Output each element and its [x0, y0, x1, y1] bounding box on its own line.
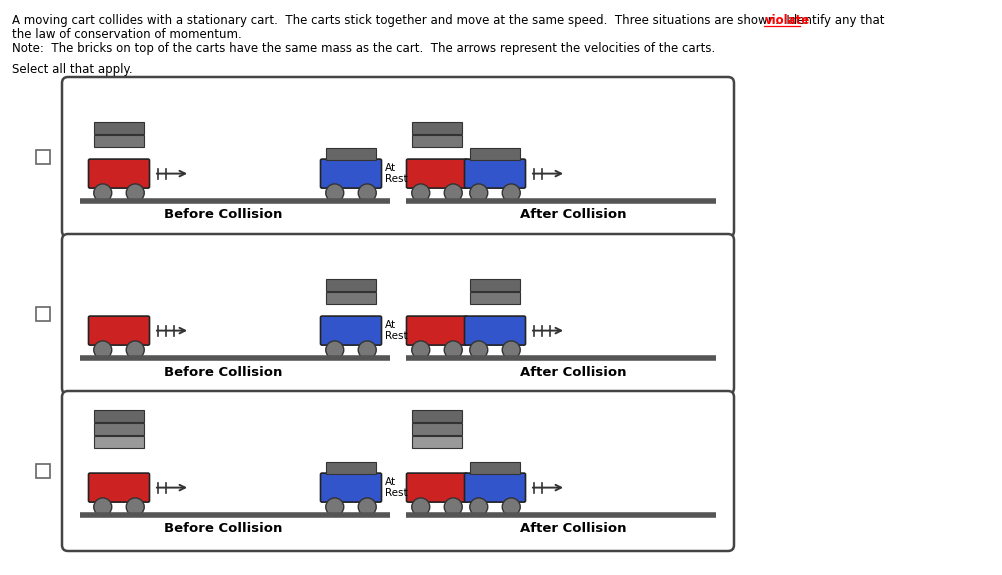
Bar [412, 436, 462, 447]
Circle shape [358, 341, 376, 359]
Circle shape [358, 498, 376, 516]
FancyBboxPatch shape [464, 316, 525, 345]
Text: At
Rest: At Rest [385, 320, 407, 341]
FancyBboxPatch shape [62, 234, 733, 394]
Text: Select all that apply.: Select all that apply. [12, 63, 132, 76]
Bar [94, 121, 144, 133]
Circle shape [444, 498, 462, 516]
Bar [412, 135, 462, 147]
Circle shape [469, 341, 487, 359]
Text: the law of conservation of momentum.: the law of conservation of momentum. [12, 28, 241, 41]
Circle shape [502, 498, 520, 516]
Text: At
Rest: At Rest [385, 163, 407, 184]
Bar [412, 121, 462, 133]
Text: A moving cart collides with a stationary cart.  The carts stick together and mov: A moving cart collides with a stationary… [12, 14, 888, 27]
Circle shape [93, 184, 111, 202]
Bar [412, 423, 462, 435]
Bar [326, 279, 376, 290]
Text: After Collision: After Collision [519, 366, 625, 378]
FancyBboxPatch shape [321, 159, 381, 188]
Bar [36, 307, 50, 321]
Bar [94, 135, 144, 147]
Circle shape [469, 184, 487, 202]
Circle shape [326, 341, 344, 359]
Text: At
Rest: At Rest [385, 477, 407, 498]
Circle shape [93, 341, 111, 359]
FancyBboxPatch shape [464, 473, 525, 502]
Circle shape [412, 498, 429, 516]
Text: Before Collision: Before Collision [163, 209, 282, 221]
Bar [94, 436, 144, 447]
Circle shape [326, 498, 344, 516]
FancyBboxPatch shape [62, 391, 733, 551]
FancyBboxPatch shape [464, 159, 525, 188]
FancyBboxPatch shape [62, 77, 733, 237]
Bar [470, 292, 519, 304]
Text: After Collision: After Collision [519, 209, 625, 221]
FancyBboxPatch shape [321, 473, 381, 502]
Circle shape [126, 341, 144, 359]
Bar [36, 150, 50, 164]
FancyBboxPatch shape [88, 159, 149, 188]
Bar [94, 423, 144, 435]
Bar [326, 292, 376, 304]
Circle shape [444, 184, 462, 202]
FancyBboxPatch shape [406, 316, 467, 345]
Bar [470, 148, 519, 160]
Bar [470, 462, 519, 474]
Bar [326, 148, 376, 160]
Text: Before Collision: Before Collision [163, 366, 282, 378]
Bar [36, 464, 50, 478]
FancyBboxPatch shape [88, 473, 149, 502]
Circle shape [412, 184, 429, 202]
Circle shape [358, 184, 376, 202]
Text: violate: violate [764, 14, 809, 27]
FancyBboxPatch shape [88, 316, 149, 345]
Circle shape [126, 498, 144, 516]
Circle shape [502, 341, 520, 359]
FancyBboxPatch shape [321, 316, 381, 345]
Circle shape [469, 498, 487, 516]
Text: Note:  The bricks on top of the carts have the same mass as the cart.  The arrow: Note: The bricks on top of the carts hav… [12, 42, 714, 55]
Circle shape [326, 184, 344, 202]
Circle shape [93, 498, 111, 516]
Text: Before Collision: Before Collision [163, 523, 282, 535]
FancyBboxPatch shape [406, 159, 467, 188]
Text: After Collision: After Collision [519, 523, 625, 535]
Bar [94, 409, 144, 421]
Bar [470, 279, 519, 290]
Circle shape [126, 184, 144, 202]
Circle shape [444, 341, 462, 359]
Circle shape [412, 341, 429, 359]
Circle shape [502, 184, 520, 202]
Bar [326, 462, 376, 474]
Bar [412, 409, 462, 421]
FancyBboxPatch shape [406, 473, 467, 502]
